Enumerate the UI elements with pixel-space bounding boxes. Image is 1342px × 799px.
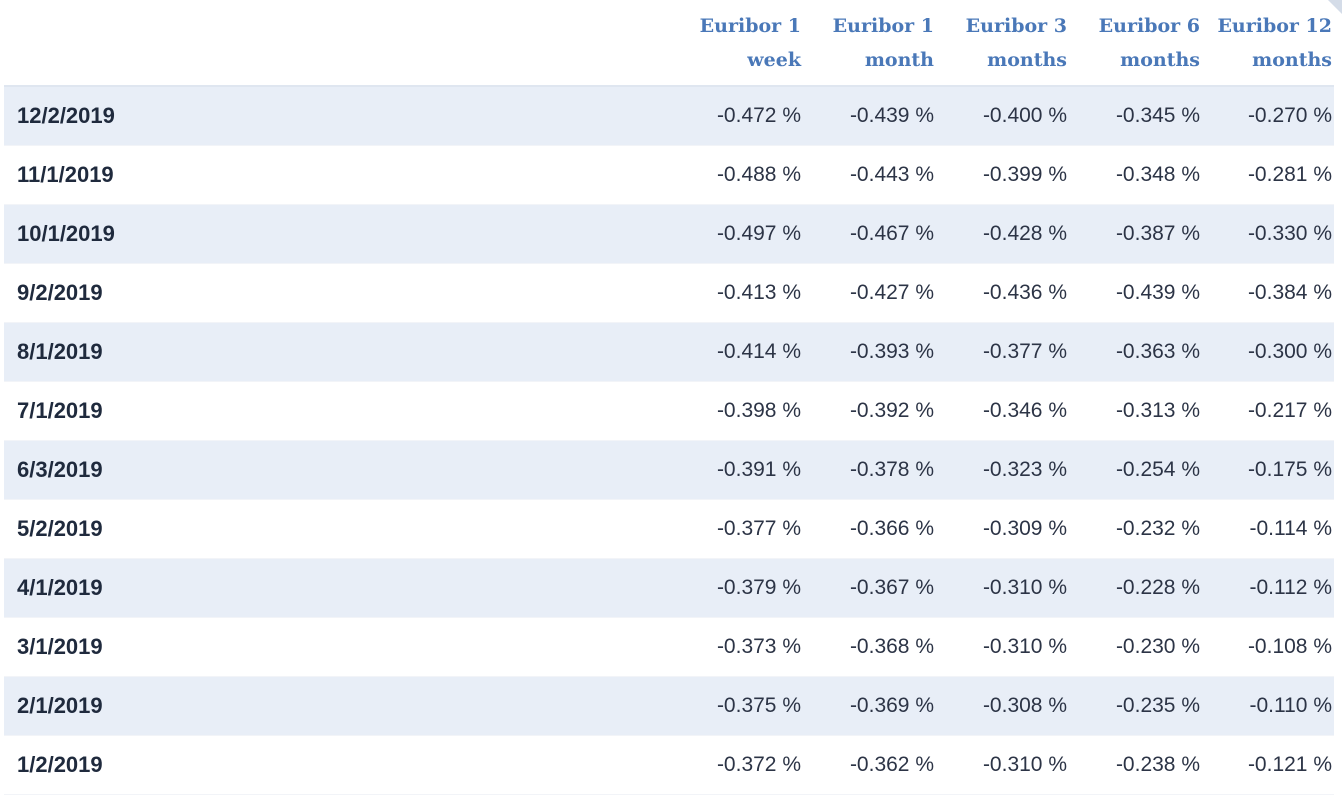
- euribor-rates-table: Euribor 1 week Euribor 1 month Euribor 3 mo…: [4, 0, 1334, 795]
- rate-value: -0.393 %: [849, 339, 934, 363]
- rate-value: -0.121 %: [1247, 752, 1332, 776]
- table-row: 11/1/2019 -0.488 % -0.443 % -0.399 % -0.…: [4, 145, 1334, 204]
- row-date: 3/1/2019: [17, 633, 103, 659]
- table-row: 1/2/2019 -0.372 % -0.362 % -0.310 % -0.2…: [4, 735, 1334, 794]
- rate-value: -0.379 %: [716, 575, 801, 599]
- rate-value: -0.377 %: [982, 339, 1067, 363]
- rate-value: -0.373 %: [716, 634, 801, 658]
- row-date: 6/3/2019: [17, 456, 103, 482]
- header-euribor-12-months: Euribor 12 months: [1202, 0, 1334, 87]
- header-euribor-3-months: Euribor 3 months: [936, 0, 1069, 87]
- rate-value: -0.428 %: [982, 221, 1067, 245]
- rate-value: -0.309 %: [982, 516, 1067, 540]
- table-row: 5/2/2019 -0.377 % -0.366 % -0.309 % -0.2…: [4, 499, 1334, 558]
- rate-value: -0.384 %: [1247, 280, 1332, 304]
- row-date: 10/1/2019: [17, 220, 115, 246]
- rate-value: -0.108 %: [1247, 634, 1332, 658]
- rate-value: -0.363 %: [1115, 339, 1200, 363]
- rate-value: -0.323 %: [982, 457, 1067, 481]
- rate-value: -0.392 %: [849, 398, 934, 422]
- rate-value: -0.398 %: [716, 398, 801, 422]
- rate-value: -0.375 %: [716, 693, 801, 717]
- table-row: 4/1/2019 -0.379 % -0.367 % -0.310 % -0.2…: [4, 558, 1334, 617]
- rate-value: -0.378 %: [849, 457, 934, 481]
- rate-value: -0.377 %: [716, 516, 801, 540]
- rate-value: -0.114 %: [1249, 516, 1333, 540]
- header-row: Euribor 1 week Euribor 1 month Euribor 3 mo…: [4, 0, 1334, 87]
- row-date: 12/2/2019: [17, 102, 115, 128]
- row-date: 5/2/2019: [17, 515, 103, 541]
- row-date: 11/1/2019: [17, 161, 114, 187]
- rate-value: -0.387 %: [1115, 221, 1200, 245]
- table-row: 6/3/2019 -0.391 % -0.378 % -0.323 % -0.2…: [4, 440, 1334, 499]
- rate-value: -0.308 %: [982, 693, 1067, 717]
- rate-value: -0.232 %: [1115, 516, 1200, 540]
- rate-value: -0.400 %: [982, 103, 1067, 127]
- rate-value: -0.472 %: [716, 103, 801, 127]
- rate-value: -0.391 %: [716, 457, 801, 481]
- table-row: 3/1/2019 -0.373 % -0.368 % -0.310 % -0.2…: [4, 617, 1334, 676]
- rate-value: -0.270 %: [1247, 103, 1332, 127]
- rate-value: -0.217 %: [1247, 398, 1332, 422]
- table-header: Euribor 1 week Euribor 1 month Euribor 3 mo…: [4, 0, 1334, 87]
- table-body: 12/2/2019 -0.472 % -0.439 % -0.400 % -0.…: [4, 86, 1334, 794]
- row-date: 7/1/2019: [17, 397, 103, 423]
- rate-value: -0.313 %: [1115, 398, 1200, 422]
- rate-value: -0.372 %: [716, 752, 801, 776]
- row-date: 2/1/2019: [17, 692, 103, 718]
- rate-value: -0.345 %: [1115, 103, 1200, 127]
- rate-value: -0.399 %: [982, 162, 1067, 186]
- rate-value: -0.310 %: [982, 752, 1067, 776]
- table-row: 2/1/2019 -0.375 % -0.369 % -0.308 % -0.2…: [4, 676, 1334, 735]
- header-euribor-6-months: Euribor 6 months: [1069, 0, 1202, 87]
- rate-value: -0.230 %: [1115, 634, 1200, 658]
- rate-value: -0.369 %: [849, 693, 934, 717]
- table-row: 8/1/2019 -0.414 % -0.393 % -0.377 % -0.3…: [4, 322, 1334, 381]
- rate-value: -0.413 %: [716, 280, 801, 304]
- table-row: 7/1/2019 -0.398 % -0.392 % -0.346 % -0.3…: [4, 381, 1334, 440]
- rate-value: -0.368 %: [849, 634, 934, 658]
- row-date: 1/2/2019: [17, 751, 103, 777]
- table-row: 9/2/2019 -0.413 % -0.427 % -0.436 % -0.4…: [4, 263, 1334, 322]
- rate-value: -0.254 %: [1115, 457, 1200, 481]
- rate-value: -0.346 %: [982, 398, 1067, 422]
- rate-value: -0.414 %: [716, 339, 801, 363]
- rate-value: -0.238 %: [1115, 752, 1200, 776]
- rate-value: -0.436 %: [982, 280, 1067, 304]
- rate-value: -0.330 %: [1247, 221, 1332, 245]
- rate-value: -0.175 %: [1247, 457, 1332, 481]
- rate-value: -0.300 %: [1247, 339, 1332, 363]
- rate-value: -0.488 %: [716, 162, 801, 186]
- table-row: 12/2/2019 -0.472 % -0.439 % -0.400 % -0.…: [4, 86, 1334, 145]
- rate-value: -0.310 %: [982, 575, 1067, 599]
- rate-value: -0.366 %: [849, 516, 934, 540]
- rate-value: -0.443 %: [849, 162, 934, 186]
- rate-value: -0.110 %: [1249, 693, 1333, 717]
- header-date-column: [4, 0, 672, 87]
- rate-value: -0.228 %: [1115, 575, 1200, 599]
- rate-value: -0.235 %: [1115, 693, 1200, 717]
- rate-value: -0.367 %: [849, 575, 934, 599]
- row-date: 9/2/2019: [17, 279, 103, 305]
- header-euribor-1-week: Euribor 1 week: [672, 0, 803, 87]
- row-date: 8/1/2019: [17, 338, 103, 364]
- header-euribor-1-month: Euribor 1 month: [803, 0, 936, 87]
- rate-value: -0.281 %: [1247, 162, 1332, 186]
- rate-value: -0.310 %: [982, 634, 1067, 658]
- row-date: 4/1/2019: [17, 574, 103, 600]
- table-row: 10/1/2019 -0.497 % -0.467 % -0.428 % -0.…: [4, 204, 1334, 263]
- rate-value: -0.439 %: [1115, 280, 1200, 304]
- rate-value: -0.427 %: [849, 280, 934, 304]
- rate-value: -0.467 %: [849, 221, 934, 245]
- rate-value: -0.348 %: [1115, 162, 1200, 186]
- rate-value: -0.362 %: [849, 752, 934, 776]
- rate-value: -0.497 %: [716, 221, 801, 245]
- rate-value: -0.439 %: [849, 103, 934, 127]
- rate-value: -0.112 %: [1249, 575, 1333, 599]
